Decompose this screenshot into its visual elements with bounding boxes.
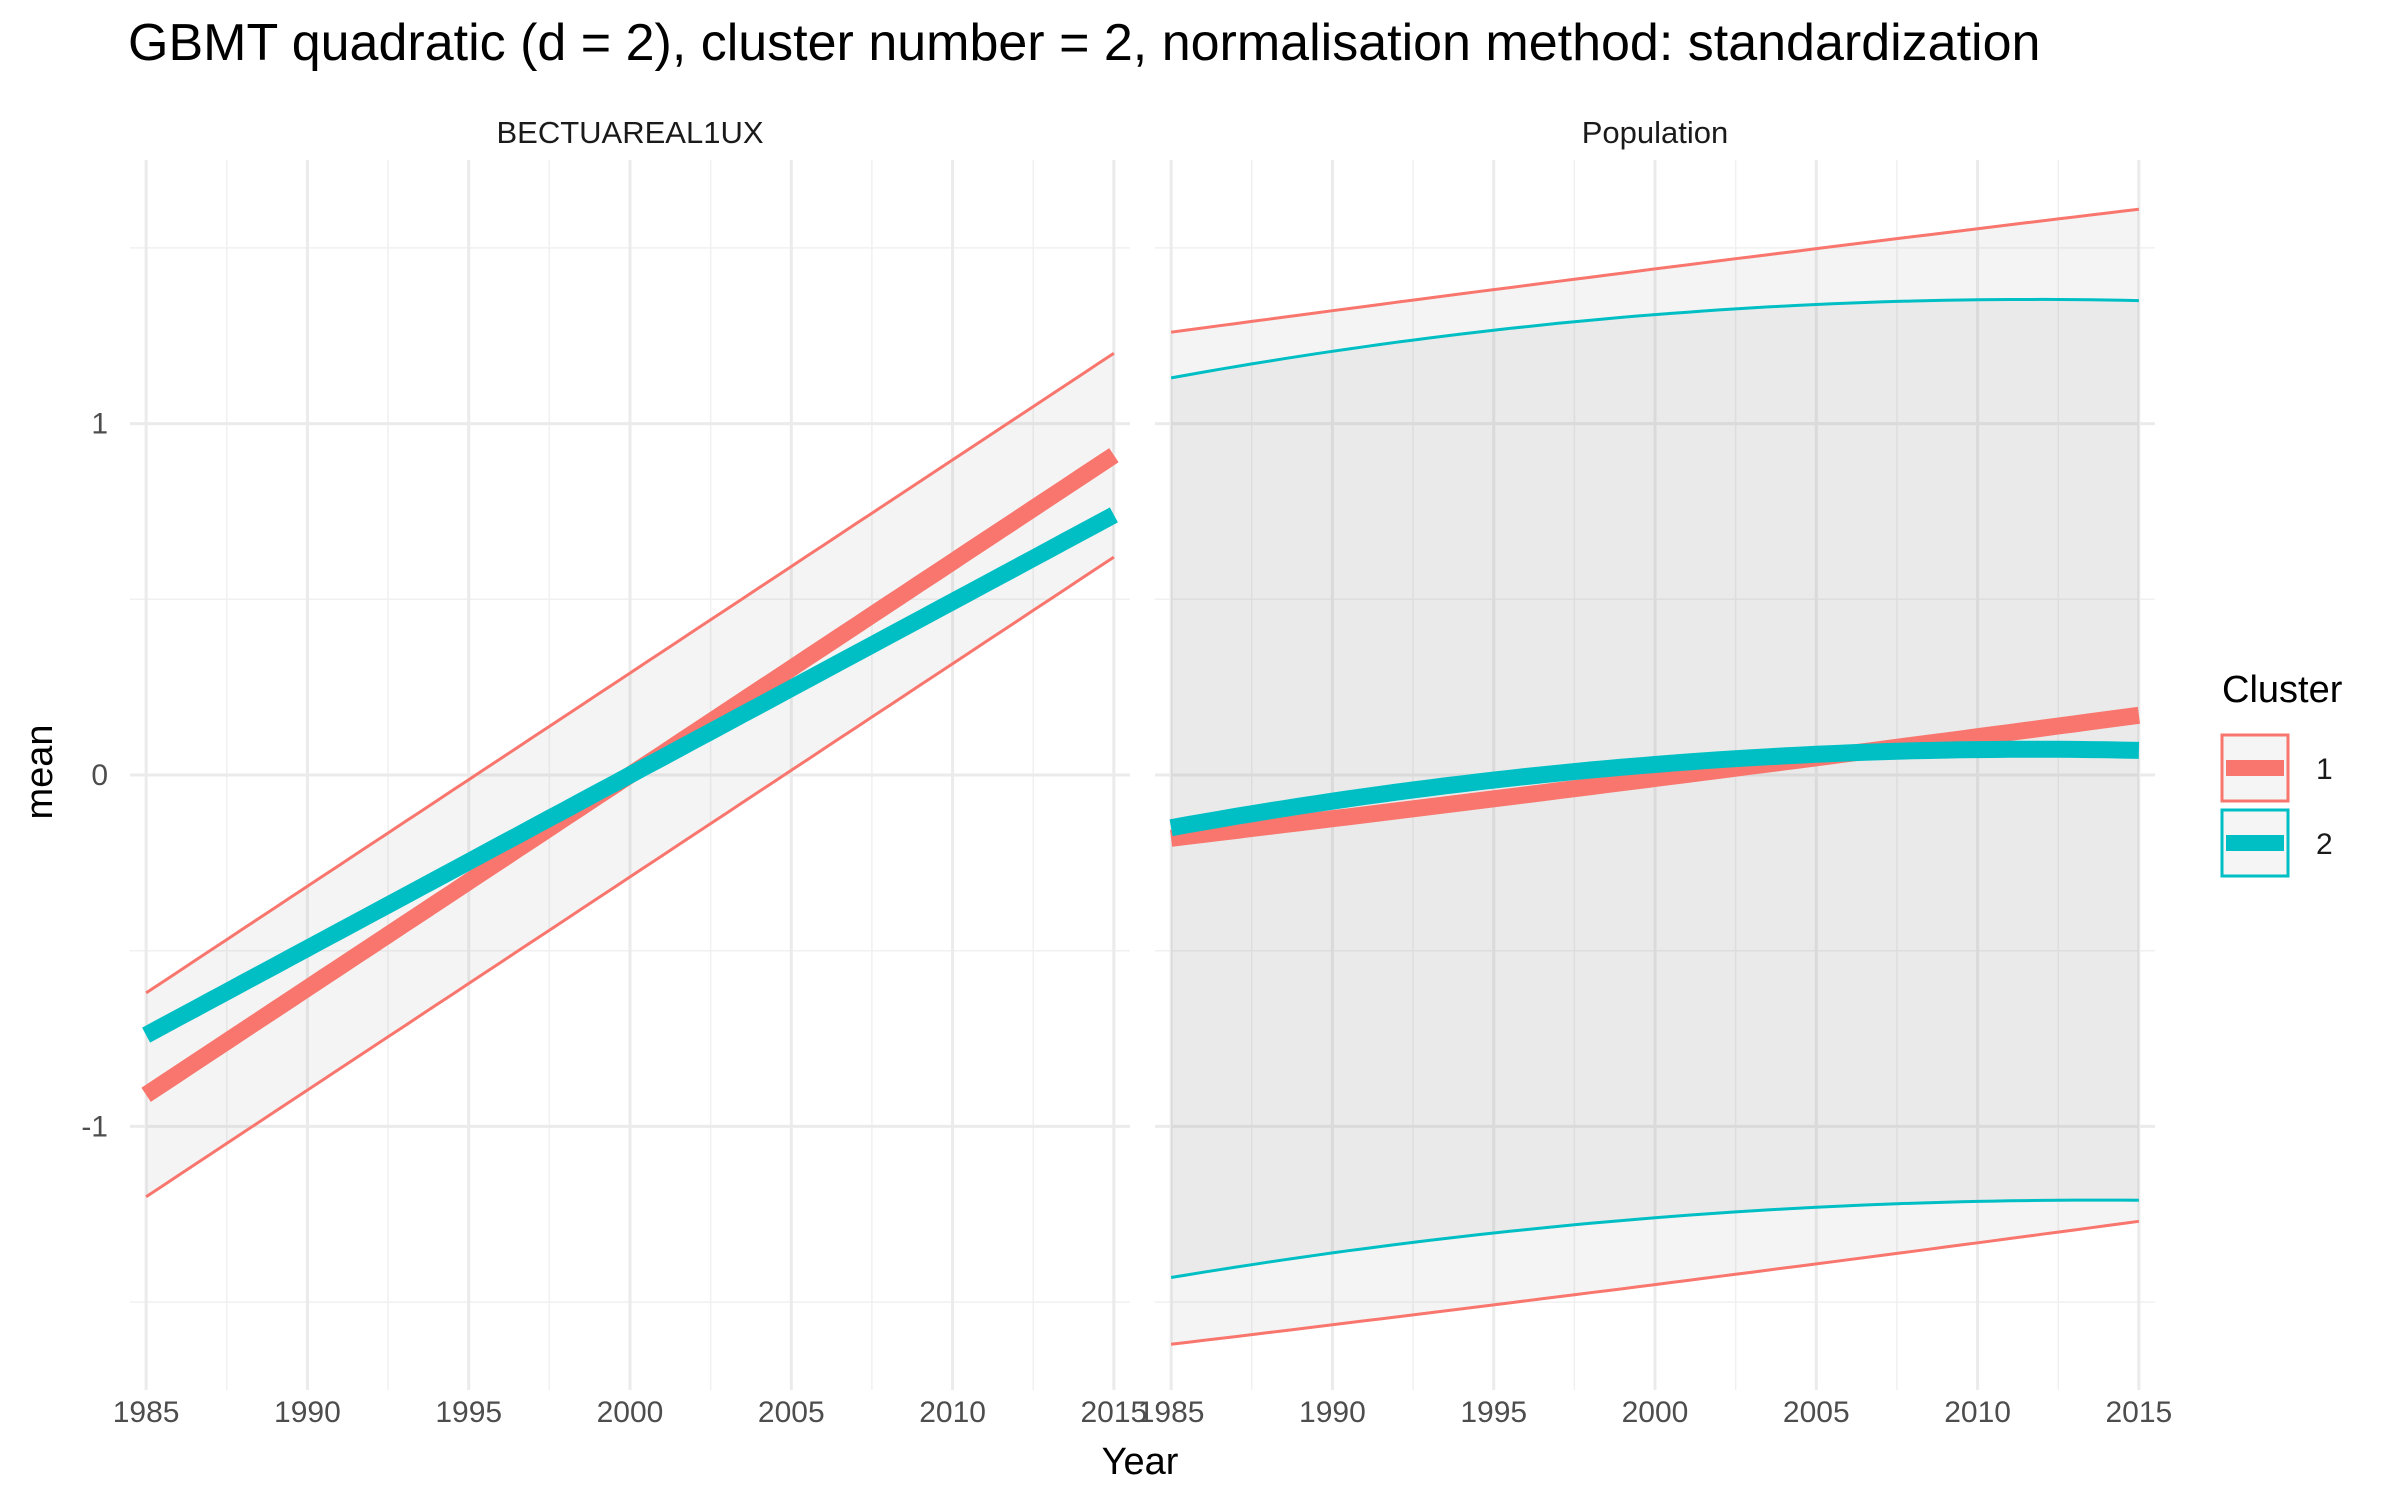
panel-title: Population: [1582, 115, 1729, 150]
y-tick-label: 1: [91, 408, 108, 441]
x-tick-label: 2000: [1622, 1396, 1689, 1429]
x-tick-label: 1990: [274, 1396, 341, 1429]
upper-bound-cluster-1: [1170, 207, 2140, 334]
x-tick-label: 1990: [1299, 1396, 1366, 1429]
legend-label-cluster-2: 2: [2316, 828, 2333, 861]
panel-title: BECTUAREAL1UX: [496, 115, 763, 150]
panel-1: Population 1985 1990 1995 2000 2005 2010 2015: [1138, 115, 2172, 1429]
upper-bound-cluster-2: [1170, 297, 2139, 380]
band-cluster-2: [1171, 299, 2139, 1278]
x-tick-label: 2010: [919, 1396, 986, 1429]
chart-title: GBMT quadratic (d = 2), cluster number =…: [128, 14, 2040, 72]
x-tick-label: 1995: [1460, 1396, 1527, 1429]
y-tick-label: 0: [91, 759, 108, 792]
lower-bound-cluster-1: [1170, 1219, 2140, 1346]
mean-line-cluster-1: [1170, 706, 2140, 847]
mean-line-cluster-2: [142, 507, 1118, 1043]
panels-layer: BECTUAREAL1UX 1985 1990 1995 2000 2005 2010 201…: [81, 115, 2172, 1429]
lower-bound-cluster-2: [1170, 1198, 2139, 1279]
x-tick-label: 1995: [435, 1396, 502, 1429]
x-tick-label: 2005: [758, 1396, 825, 1429]
x-axis-label: Year: [1102, 1441, 1179, 1483]
panel-0: BECTUAREAL1UX 1985 1990 1995 2000 2005 2010 201…: [81, 115, 1147, 1429]
x-tick-label: 2005: [1783, 1396, 1850, 1429]
x-tick-label: 1985: [1138, 1396, 1205, 1429]
x-tick-label: 2000: [597, 1396, 664, 1429]
legend: Cluster 1 2: [2220, 669, 2343, 878]
mean-line-cluster-2: [1169, 740, 2140, 837]
y-axis-label: mean: [19, 724, 61, 819]
x-tick-label: 2015: [2105, 1396, 2172, 1429]
x-tick-label: 2010: [1944, 1396, 2011, 1429]
x-tick-label: 1985: [113, 1396, 180, 1429]
y-tick-label: -1: [81, 1110, 108, 1143]
x-tick-label: 2015: [1080, 1396, 1147, 1429]
legend-title: Cluster: [2222, 669, 2343, 711]
lower-bound-cluster-1: [145, 555, 1115, 1198]
legend-label-cluster-1: 1: [2316, 753, 2333, 786]
upper-bound-cluster-1: [145, 352, 1115, 995]
